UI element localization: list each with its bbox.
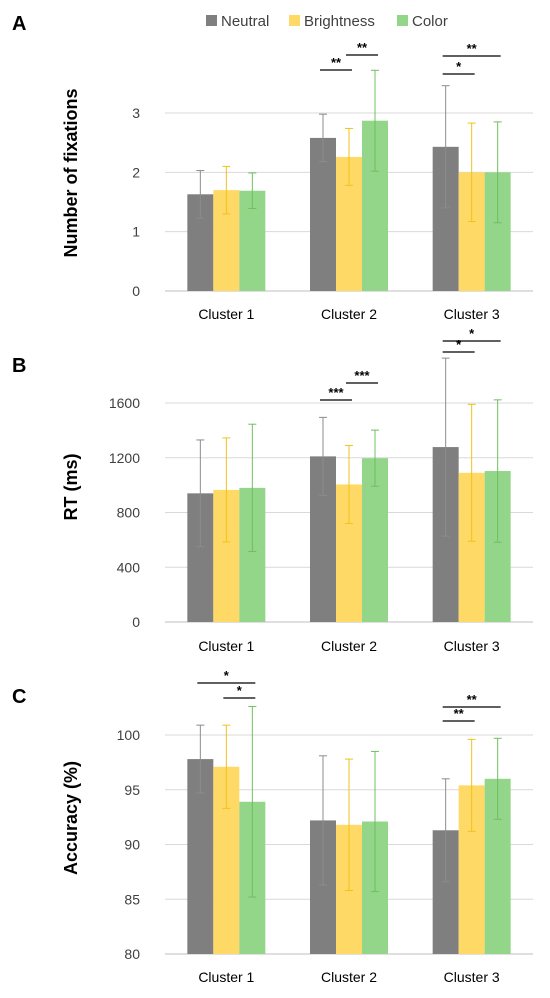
bar-neutral <box>310 137 336 291</box>
x-tick-label: Cluster 3 <box>444 638 500 654</box>
x-tick-label: Cluster 1 <box>198 969 254 985</box>
panel-c: C Accuracy (%) 80 85 90 95 100 Cluster 1 Clust… <box>12 668 533 985</box>
x-tick-label: Cluster 2 <box>321 969 377 985</box>
significance-label: ** <box>467 692 478 707</box>
significance-label: *** <box>354 368 370 383</box>
panel-a: A Number of fixations 0 1 2 3 Cluster 1 Clust… <box>12 13 533 322</box>
y-tick-label: 0 <box>132 283 140 299</box>
y-tick-label: 80 <box>124 946 140 962</box>
y-tick-label: 400 <box>117 559 141 575</box>
x-tick-label: Cluster 3 <box>444 306 500 322</box>
legend: Neutral Brightness Color <box>206 13 448 30</box>
panel-b: B RT (ms) 0 400 800 1200 1600 Cluster 1 Cluste… <box>12 326 533 654</box>
y-tick-label: 1 <box>132 224 140 240</box>
y-tick-label: 800 <box>117 505 141 521</box>
y-tick-label: 90 <box>124 837 140 853</box>
significance-label: *** <box>328 385 344 400</box>
y-axis-title: RT (ms) <box>61 453 81 520</box>
panel-label: A <box>12 13 26 35</box>
y-tick-label: 0 <box>132 614 140 630</box>
significance-label: * <box>456 337 462 352</box>
significance-label: * <box>469 326 475 341</box>
panel-label: B <box>12 355 26 377</box>
y-tick-label: 2 <box>132 164 140 180</box>
y-tick-label: 1600 <box>109 395 140 411</box>
y-tick-label: 85 <box>124 891 140 907</box>
significance-label: * <box>224 668 230 683</box>
y-axis-title: Number of fixations <box>61 88 81 257</box>
y-tick-label: 100 <box>117 727 141 743</box>
x-tick-label: Cluster 2 <box>321 638 377 654</box>
legend-label-brightness: Brightness <box>304 13 375 30</box>
significance-label: * <box>237 683 243 698</box>
x-tick-label: Cluster 1 <box>198 306 254 322</box>
legend-swatch-color <box>397 15 408 26</box>
significance-label: ** <box>467 41 478 56</box>
significance-label: ** <box>331 55 342 70</box>
legend-label-neutral: Neutral <box>221 13 269 30</box>
y-tick-label: 1200 <box>109 450 140 466</box>
legend-swatch-neutral <box>206 15 217 26</box>
significance-label: ** <box>454 706 465 721</box>
x-tick-label: Cluster 2 <box>321 306 377 322</box>
significance-label: ** <box>357 40 368 55</box>
y-axis-title: Accuracy (%) <box>61 761 81 875</box>
legend-label-color: Color <box>412 13 448 30</box>
x-tick-label: Cluster 1 <box>198 638 254 654</box>
x-tick-label: Cluster 3 <box>444 969 500 985</box>
y-tick-label: 3 <box>132 105 140 121</box>
significance-label: * <box>456 59 462 74</box>
panel-label: C <box>12 686 26 708</box>
y-tick-label: 95 <box>124 782 140 798</box>
legend-swatch-brightness <box>289 15 300 26</box>
